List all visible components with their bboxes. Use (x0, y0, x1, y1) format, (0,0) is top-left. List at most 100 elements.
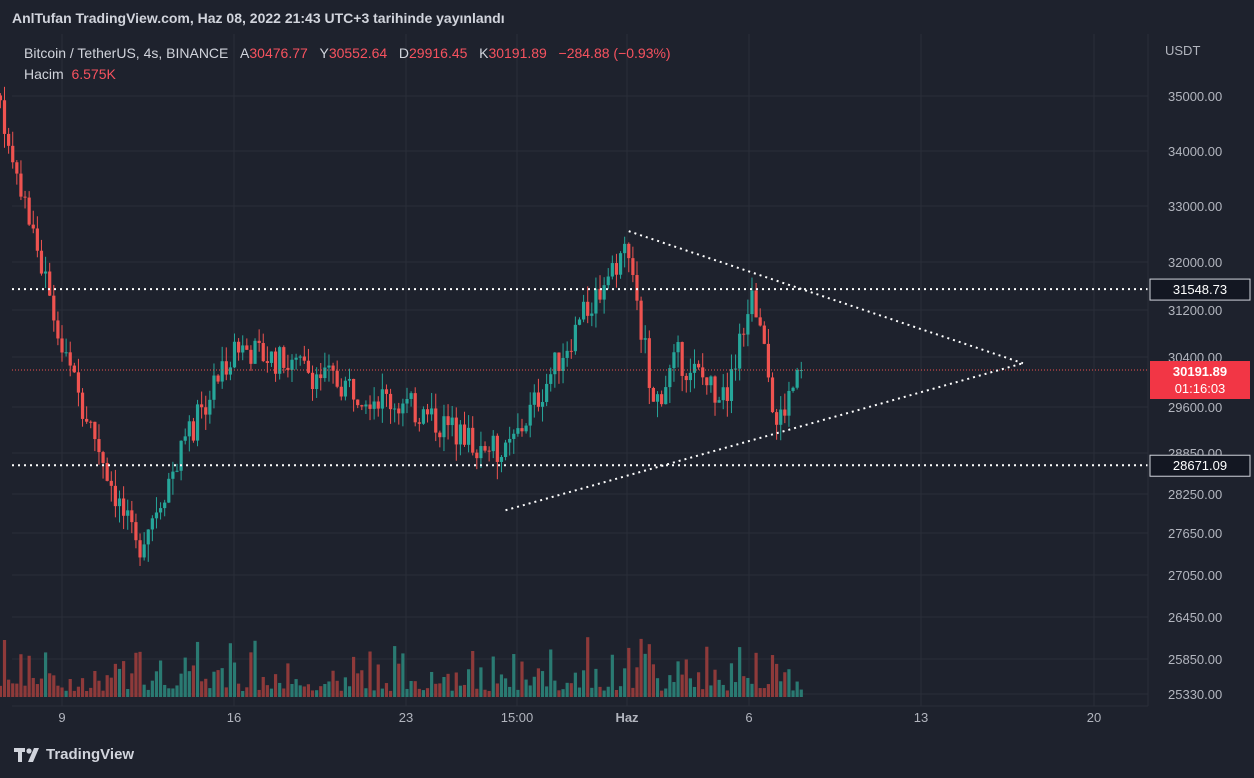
candle-body (282, 347, 286, 368)
candle-body (52, 295, 56, 321)
candle-body (549, 374, 553, 384)
candle-body (495, 435, 499, 462)
volume-bar (421, 690, 426, 697)
candle-body (623, 243, 627, 254)
volume-bar (282, 688, 286, 697)
volume-bar (696, 672, 701, 697)
volume-bar (237, 683, 241, 697)
candle-body (787, 390, 791, 416)
volume-bar (11, 683, 15, 697)
volume-bar (623, 668, 627, 697)
volume-bar (397, 663, 401, 697)
volume-bar (315, 690, 319, 697)
horizontal-levels[interactable] (12, 288, 1148, 467)
candle-body (397, 408, 401, 414)
volume-bar (109, 677, 113, 697)
candle-body (561, 357, 565, 371)
candle-body (138, 540, 142, 558)
candle-body (286, 367, 290, 370)
volume-bar (713, 669, 717, 697)
volume-bar (598, 686, 602, 697)
candle-body (635, 275, 639, 301)
volume-bar (105, 675, 109, 697)
candle-body (655, 394, 660, 402)
candle-body (253, 340, 257, 364)
volume-bar (512, 654, 516, 697)
candle-body (89, 421, 93, 423)
volume-bar (725, 690, 729, 697)
candle-body (97, 439, 101, 453)
volume-bar (257, 689, 261, 697)
open-value: 30476.77 (249, 45, 308, 61)
candle-body (471, 427, 475, 453)
volume-bar (347, 686, 352, 697)
volume-bar (278, 682, 282, 697)
candle-body (705, 377, 709, 386)
volume-bar (64, 690, 68, 697)
volume-bar (664, 688, 668, 697)
candle-body (372, 401, 376, 409)
volume-bar (187, 671, 191, 697)
volume-bar (228, 643, 232, 697)
candle-body (405, 398, 409, 404)
candle-body (425, 409, 430, 415)
volume-bar (549, 649, 553, 697)
candle-body (101, 452, 105, 463)
candle-body (754, 290, 758, 318)
candle-body (581, 301, 586, 320)
volume-bar (253, 640, 257, 697)
volume-bar (171, 688, 175, 697)
volume-bar (540, 671, 545, 697)
volume-bar (339, 690, 343, 697)
candle-body (660, 394, 664, 405)
volume-bar (154, 671, 159, 697)
volume-bar (639, 638, 643, 697)
candle-body (232, 341, 237, 368)
candle-body (614, 263, 619, 275)
volume-bar (631, 687, 635, 697)
volume-value: 6.575K (71, 66, 116, 82)
volume-bar (0, 685, 3, 697)
candle-body (401, 403, 405, 414)
volume-bar (499, 674, 504, 697)
volume-bar (483, 689, 487, 697)
candle-body (762, 325, 766, 344)
price-tick: 35000.00 (1168, 89, 1222, 104)
volume-bar (594, 668, 598, 697)
price-axis[interactable]: USDT 35000.00 34000.00 33000.00 32000.00 312… (1165, 43, 1222, 702)
candle-body (76, 372, 81, 393)
volume-bar (368, 651, 372, 697)
time-axis[interactable]: 9 16 23 15:00 Haz 6 13 20 (58, 710, 1101, 725)
candle-body (618, 253, 623, 275)
candle-body (154, 512, 159, 519)
candle-body (212, 375, 216, 400)
volume-bar (298, 685, 302, 697)
candle-body (569, 350, 573, 352)
candle-body (503, 442, 508, 458)
volume-bar (401, 653, 405, 697)
candle-body (721, 387, 725, 401)
candle-body (163, 502, 167, 509)
candle-body (450, 417, 454, 426)
volume-bar (762, 688, 766, 697)
volume-bar (766, 684, 771, 697)
volume-bar (286, 663, 290, 697)
volume-bar (163, 684, 167, 697)
volume-bar (31, 677, 35, 697)
candle-body (512, 433, 516, 439)
low-value: 29916.45 (409, 45, 468, 61)
brand-footer[interactable]: TradingView (14, 746, 134, 763)
volume-bar (130, 673, 134, 697)
volume-bar (425, 688, 430, 697)
volume-bar (602, 690, 606, 697)
price-tick: 29600.00 (1168, 400, 1222, 415)
volume-bar (380, 688, 384, 697)
symbol-name[interactable]: Bitcoin / TetherUS, 4s, BINANCE (24, 45, 229, 61)
volume-bar (388, 690, 393, 697)
volume-bar (692, 686, 697, 697)
volume-bar (466, 669, 471, 697)
volume-bar (581, 670, 586, 697)
candle-body (602, 285, 606, 300)
candle-body (72, 365, 76, 373)
